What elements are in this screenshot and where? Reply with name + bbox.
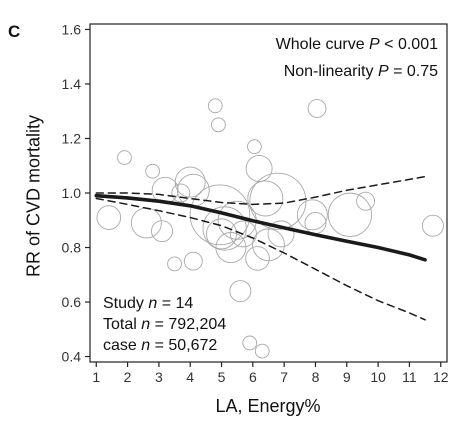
whole-curve-text: Whole curve bbox=[275, 36, 370, 53]
confidence-bound-curve bbox=[95, 197, 426, 321]
nonlinearity-text: Non-linearity bbox=[283, 63, 378, 80]
x-tick-label: 10 bbox=[370, 369, 386, 385]
study-bubble bbox=[247, 139, 262, 155]
x-tick-label: 7 bbox=[280, 369, 288, 385]
study-bubble bbox=[307, 99, 327, 118]
study-bubble bbox=[183, 251, 203, 271]
x-tick-label: 12 bbox=[433, 369, 449, 385]
y-tick-label: 0.4 bbox=[62, 349, 82, 365]
study-bubble bbox=[151, 220, 173, 243]
study-value: = 14 bbox=[157, 295, 194, 312]
y-tick-label: 1.0 bbox=[62, 185, 82, 201]
x-tick-label: 4 bbox=[186, 369, 194, 385]
study-bubble bbox=[356, 191, 375, 211]
rr-curve bbox=[94, 193, 427, 262]
case-value: = 50,672 bbox=[150, 337, 218, 354]
study-bubble bbox=[174, 166, 206, 198]
study-bubble bbox=[242, 335, 258, 351]
study-bubble bbox=[96, 205, 122, 230]
y-tick-label: 0.8 bbox=[62, 240, 82, 256]
study-bubble bbox=[202, 206, 247, 251]
study-bubble bbox=[207, 98, 223, 114]
study-bubble bbox=[327, 192, 373, 237]
study-bubble bbox=[296, 199, 328, 231]
y-tick-label: 0.6 bbox=[62, 294, 82, 310]
total-value: = 792,204 bbox=[150, 316, 227, 333]
study-bubble bbox=[247, 180, 284, 217]
study-bubble bbox=[211, 117, 226, 133]
x-tick-label: 3 bbox=[155, 369, 163, 385]
nonlinearity-p-symbol: P bbox=[377, 63, 389, 80]
x-tick-label: 8 bbox=[312, 369, 320, 385]
study-bubble bbox=[245, 246, 270, 271]
x-axis-label: LA, Energy% bbox=[215, 396, 321, 416]
study-bubble bbox=[245, 155, 273, 182]
nonlinearity-annotation: Non-linearity P = 0.75 bbox=[284, 63, 438, 81]
x-tick-label: 6 bbox=[249, 369, 257, 385]
study-bubble bbox=[145, 163, 161, 179]
study-bubble bbox=[171, 183, 191, 203]
panel-label: C bbox=[8, 22, 21, 41]
case-count-annotation: case n = 50,672 bbox=[103, 337, 217, 355]
total-n-symbol: n bbox=[141, 316, 151, 333]
nonlinearity-p-value: = 0.75 bbox=[388, 63, 438, 80]
study-text: Study bbox=[103, 295, 149, 312]
study-bubble bbox=[252, 228, 285, 262]
y-tick-label: 1.6 bbox=[62, 21, 82, 37]
study-bubble bbox=[254, 343, 270, 359]
whole-curve-p-value: < 0.001 bbox=[379, 36, 438, 53]
study-bubble bbox=[130, 207, 162, 239]
study-bubble bbox=[304, 212, 327, 234]
x-tick-label: 2 bbox=[124, 369, 132, 385]
study-count-annotation: Study n = 14 bbox=[103, 295, 193, 313]
y-axis-label: RR of CVD mortality bbox=[23, 114, 44, 278]
whole-curve-annotation: Whole curve P < 0.001 bbox=[276, 36, 438, 54]
confidence-bound-curve bbox=[95, 175, 426, 206]
total-count-annotation: Total n = 792,204 bbox=[103, 316, 226, 334]
study-bubble bbox=[421, 214, 444, 237]
study-bubble bbox=[167, 256, 182, 272]
whole-curve-p-symbol: P bbox=[369, 36, 380, 53]
study-n-symbol: n bbox=[148, 295, 158, 312]
study-bubble bbox=[117, 150, 132, 165]
x-tick-label: 1 bbox=[92, 369, 100, 385]
y-tick-label: 1.2 bbox=[62, 130, 82, 146]
x-tick-label: 9 bbox=[343, 369, 351, 385]
total-text: Total bbox=[103, 316, 142, 333]
study-bubble bbox=[189, 184, 251, 246]
x-tick-label: 11 bbox=[402, 369, 417, 385]
case-n-symbol: n bbox=[141, 337, 151, 354]
x-tick-label: 5 bbox=[218, 369, 226, 385]
y-tick-label: 1.4 bbox=[62, 76, 82, 92]
case-text: case bbox=[103, 337, 142, 354]
study-bubble bbox=[229, 280, 252, 303]
study-bubble bbox=[267, 220, 295, 248]
